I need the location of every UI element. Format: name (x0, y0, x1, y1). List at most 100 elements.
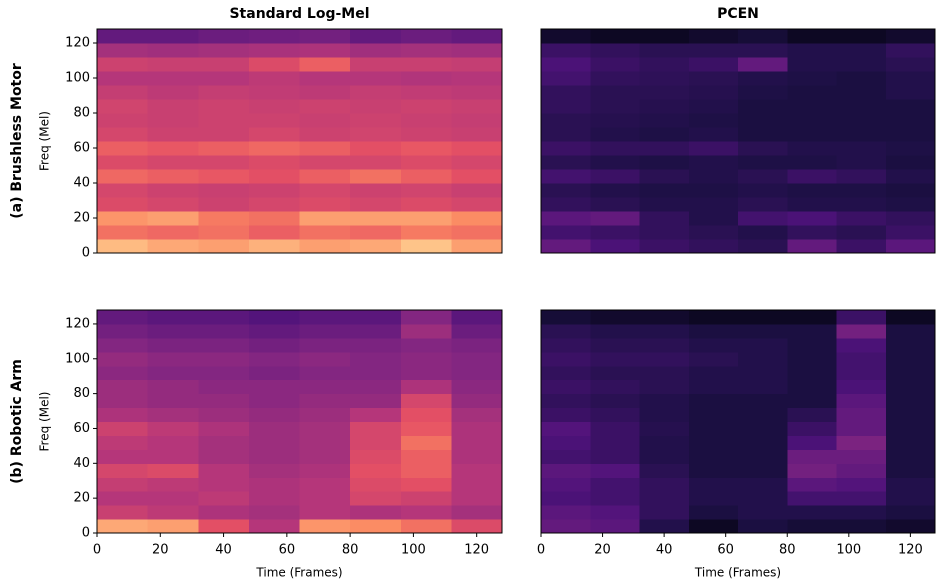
heatmap-cell (198, 43, 250, 58)
heatmap-cell (541, 197, 591, 212)
heatmap-cell (738, 239, 788, 254)
heatmap-cell (541, 71, 591, 86)
heatmap-cell (787, 393, 837, 409)
heatmap-cell (350, 519, 402, 534)
heatmap-cell (541, 225, 591, 240)
heatmap-cell (147, 505, 199, 520)
heatmap-cell (400, 435, 452, 450)
heatmap-cell (836, 365, 887, 381)
heatmap-cell (688, 407, 739, 422)
heatmap-cell (451, 183, 503, 198)
heatmap-cell (400, 519, 452, 534)
heatmap-cell (541, 113, 591, 128)
heatmap-cell (885, 323, 936, 339)
heatmap-cell (350, 379, 402, 395)
heatmap-cell (248, 85, 300, 100)
heatmap-cell (147, 323, 199, 339)
heatmap-cell (590, 421, 640, 436)
heatmap-cell (590, 169, 640, 184)
heatmap-cell (590, 323, 640, 339)
heatmap-cell (787, 337, 837, 353)
heatmap-cell (541, 365, 591, 381)
y-tick-label: 80 (73, 386, 90, 401)
heatmap-cell (97, 99, 149, 114)
heatmap-cell (97, 449, 149, 464)
heatmap-cell (198, 421, 250, 436)
heatmap-cell (688, 71, 739, 86)
heatmap-cell (350, 477, 402, 492)
y-tick-label: 0 (82, 246, 90, 261)
heatmap-cell (885, 169, 936, 184)
heatmap-cell (541, 155, 591, 170)
heatmap-cell (147, 169, 199, 184)
y-axis-label: Freq (Mel) (38, 111, 52, 171)
heatmap-cell (147, 141, 199, 156)
heatmap-cell (350, 323, 402, 339)
heatmap-cell (147, 211, 199, 226)
heatmap-cell (248, 57, 300, 72)
heatmap-cell (451, 351, 503, 367)
heatmap-cell (590, 477, 640, 492)
heatmap-cell (590, 29, 640, 44)
heatmap-cell (248, 155, 300, 170)
heatmap-cell (451, 197, 503, 212)
heatmap-cell (350, 310, 402, 325)
heatmap-cell (400, 113, 452, 128)
heatmap-cell (451, 169, 503, 184)
heatmap-cell (198, 29, 250, 44)
heatmap-cell (97, 323, 149, 339)
heatmap-cell (451, 323, 503, 339)
heatmap-cell (836, 477, 887, 492)
heatmap-cell (836, 183, 887, 198)
heatmap-cell (590, 225, 640, 240)
heatmap-cell (836, 99, 887, 114)
heatmap-cell (688, 197, 739, 212)
heatmap-cell (400, 141, 452, 156)
heatmap-cell (97, 435, 149, 450)
heatmap-cell (97, 310, 149, 325)
heatmap-cell (198, 463, 250, 478)
heatmap-cell (541, 505, 591, 520)
heatmap-cell (639, 57, 690, 72)
heatmap-cell (885, 421, 936, 436)
heatmap-cell (147, 407, 199, 422)
heatmap-cell (400, 169, 452, 184)
heatmap-cell (688, 141, 739, 156)
heatmap-cell (299, 239, 351, 254)
heatmap-cell (787, 57, 837, 72)
heatmap-cell (787, 351, 837, 367)
heatmap-cell (836, 141, 887, 156)
heatmap-cell (198, 155, 250, 170)
heatmap-cell (400, 505, 452, 520)
heatmap-cell (541, 449, 591, 464)
heatmap-cell (738, 169, 788, 184)
heatmap-cell (147, 477, 199, 492)
heatmap-cell (198, 393, 250, 409)
heatmap-cell (97, 57, 149, 72)
heatmap-cell (350, 127, 402, 142)
x-axis-label: Time (Frames) (255, 566, 342, 580)
heatmap-cell (836, 197, 887, 212)
heatmap-cell (451, 449, 503, 464)
heatmap-cell (248, 365, 300, 381)
heatmap-cell (97, 127, 149, 142)
heatmap-cell (97, 393, 149, 409)
heatmap-cell (738, 477, 788, 492)
heatmap-cell (885, 351, 936, 367)
heatmap-cell (688, 379, 739, 395)
heatmap-cell (400, 57, 452, 72)
heatmap-cell (299, 505, 351, 520)
heatmap-cell (738, 393, 788, 409)
heatmap-cell (541, 337, 591, 353)
heatmap-cell (299, 421, 351, 436)
heatmap-cell (738, 71, 788, 86)
heatmap-cell (350, 435, 402, 450)
heatmap-cell (248, 29, 300, 44)
x-tick-label: 40 (656, 543, 673, 558)
heatmap-cell (541, 379, 591, 395)
heatmap-cell (248, 225, 300, 240)
heatmap-cell (541, 310, 591, 325)
heatmap-cell (738, 197, 788, 212)
heatmap-cell (451, 365, 503, 381)
heatmap-cell (590, 211, 640, 226)
